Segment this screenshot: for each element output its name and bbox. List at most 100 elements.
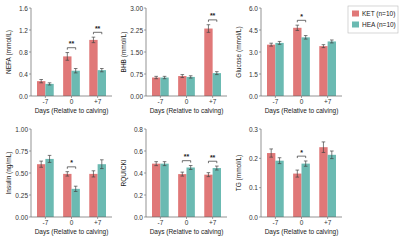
x-tick-label: 0 — [70, 219, 74, 226]
error-bar — [207, 173, 211, 177]
significance-bracket — [67, 48, 75, 50]
error-bar — [304, 161, 308, 166]
y-axis — [261, 129, 262, 217]
x-tick-label: -7 — [272, 219, 278, 226]
bar — [328, 41, 336, 96]
x-tick-label: +7 — [94, 219, 102, 226]
y-tick-label: 3.00 — [130, 5, 143, 12]
x-tick-label: -7 — [42, 98, 48, 105]
error-bar — [66, 172, 70, 176]
significance-label: ** — [210, 154, 216, 161]
bars — [152, 162, 221, 217]
x-tick-label: 0 — [300, 98, 304, 105]
error-bar — [189, 166, 193, 170]
y-axis-label: RQUICKI — [120, 159, 128, 186]
error-bar — [74, 69, 78, 73]
y-tick-label: 0.4 — [134, 170, 143, 177]
bar — [267, 45, 275, 96]
error-bar — [74, 186, 78, 191]
y-tick-label: 0.2 — [249, 155, 258, 162]
bars — [267, 142, 336, 217]
error-bar — [296, 25, 300, 30]
x-tick-label: 0 — [300, 219, 304, 226]
error-bar — [215, 166, 219, 170]
y-tick-label: 0.2 — [134, 192, 143, 199]
bar — [160, 164, 168, 217]
figure: 0.00.40.81.21.6-70+7****NEFA (mmol/L)Day… — [0, 0, 400, 242]
x-tick-label: -7 — [42, 219, 48, 226]
bar — [63, 56, 71, 96]
bar — [160, 78, 168, 96]
y-axis-label: Glucose (mmol/L) — [235, 26, 243, 77]
y-tick-label: 1.50 — [130, 49, 143, 56]
y-tick-label: 4.5 — [249, 27, 258, 34]
significance-bracket — [208, 161, 216, 163]
bar — [293, 174, 301, 217]
error-bar — [92, 171, 96, 177]
y-tick-label: 1.2 — [19, 27, 28, 34]
significance-bracket — [67, 167, 75, 169]
legend: KET (n=10)HEA (n=10) — [348, 6, 398, 33]
bar — [37, 81, 45, 96]
x-tick-label: 0 — [70, 98, 74, 105]
x-tick-label: -7 — [272, 98, 278, 105]
bar — [98, 70, 106, 96]
y-tick-label: 0.00 — [130, 93, 143, 100]
x-axis — [146, 217, 227, 218]
bar — [152, 164, 160, 217]
error-bar — [322, 142, 326, 153]
y-axis — [146, 129, 147, 217]
x-axis-label: Days (Relative to calving) — [265, 228, 339, 236]
bar — [275, 161, 283, 217]
y-tick-label: 0.8 — [19, 49, 28, 56]
x-tick-label: +7 — [209, 98, 217, 105]
y-tick-label: 0.4 — [19, 71, 28, 78]
significance-label: ** — [184, 153, 190, 160]
panel: 0.000.250.500.751.00-70+7*Insulin (ng/mL… — [5, 126, 112, 237]
y-tick-label: 2.25 — [130, 27, 143, 34]
x-tick-label: 0 — [185, 219, 189, 226]
error-bar — [66, 53, 70, 61]
error-bar — [278, 41, 282, 44]
bar — [98, 164, 106, 217]
bar — [319, 147, 327, 217]
x-tick-label: +7 — [324, 219, 332, 226]
bar — [319, 46, 327, 96]
panel: 0.00.10.20.3-70+7*TG (mmol/L)Days (Relat… — [235, 126, 342, 237]
legend-swatch — [352, 11, 359, 17]
significance-label: ** — [210, 12, 216, 19]
y-axis — [146, 8, 147, 96]
panel: 0.00.20.40.60.8-70+7****RQUICKIDays (Rel… — [120, 126, 227, 237]
legend-frame — [348, 6, 398, 33]
error-bar — [100, 69, 104, 72]
bar — [328, 155, 336, 217]
x-tick-label: +7 — [324, 98, 332, 105]
x-axis-label: Days (Relative to calving) — [35, 228, 109, 236]
y-axis-label: TG (mmol/L) — [235, 155, 243, 191]
x-axis-label: Days (Relative to calving) — [150, 107, 224, 115]
error-bar — [269, 149, 273, 157]
significance-bracket — [297, 156, 305, 158]
y-tick-label: 3.0 — [249, 49, 258, 56]
x-axis — [261, 217, 342, 218]
bar — [37, 164, 45, 217]
error-bar — [181, 172, 185, 176]
y-tick-label: 0.0 — [19, 93, 28, 100]
error-bar — [322, 45, 326, 48]
y-tick-label: 0.0 — [134, 214, 143, 221]
y-tick-label: 0.50 — [15, 170, 28, 177]
y-axis — [31, 129, 32, 217]
panel: 0.01.53.04.56.0-70+7*Glucose (mmol/L)Day… — [235, 5, 342, 116]
significance-label: * — [70, 159, 73, 166]
bar — [267, 153, 275, 217]
x-axis — [31, 217, 112, 218]
error-bar — [163, 76, 167, 78]
x-tick-label: -7 — [157, 219, 163, 226]
bar — [275, 43, 283, 96]
significance-label: * — [300, 13, 303, 20]
error-bar — [39, 80, 43, 83]
bar — [45, 84, 53, 96]
y-tick-label: 0.00 — [15, 214, 28, 221]
error-bar — [207, 25, 211, 33]
y-tick-label: 0.0 — [249, 214, 258, 221]
